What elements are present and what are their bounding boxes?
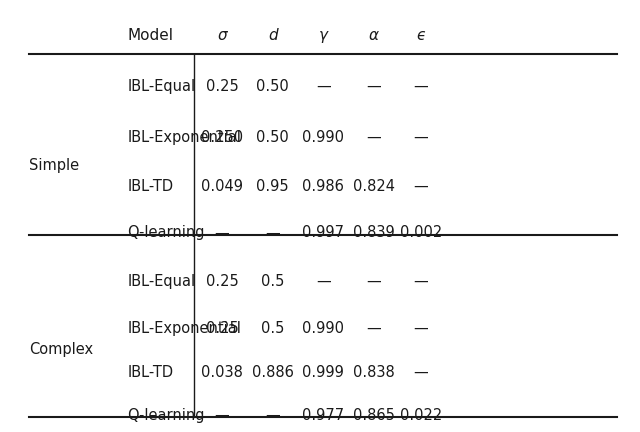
Text: Simple: Simple <box>29 158 79 173</box>
Text: —: — <box>366 130 381 145</box>
Text: d: d <box>268 29 277 44</box>
Text: —: — <box>413 365 428 380</box>
Text: —: — <box>413 179 428 194</box>
Text: 0.990: 0.990 <box>302 130 344 145</box>
Text: 0.95: 0.95 <box>256 179 289 194</box>
Text: 0.25: 0.25 <box>205 321 239 336</box>
Text: Q-learning: Q-learning <box>127 226 205 241</box>
Text: Q-learning: Q-learning <box>127 408 205 422</box>
Text: 0.986: 0.986 <box>302 179 344 194</box>
Text: 0.839: 0.839 <box>353 226 395 241</box>
Text: —: — <box>316 274 330 289</box>
Text: α: α <box>369 29 379 44</box>
Text: γ: γ <box>319 29 328 44</box>
Text: —: — <box>366 79 381 94</box>
Text: 0.999: 0.999 <box>302 365 344 380</box>
Text: 0.977: 0.977 <box>302 408 344 422</box>
Text: 0.865: 0.865 <box>353 408 395 422</box>
Text: IBL-TD: IBL-TD <box>127 365 173 380</box>
Text: 0.990: 0.990 <box>302 321 344 336</box>
Text: —: — <box>265 226 280 241</box>
Text: —: — <box>214 408 230 422</box>
Text: 0.838: 0.838 <box>353 365 395 380</box>
Text: 0.022: 0.022 <box>400 408 442 422</box>
Text: 0.50: 0.50 <box>256 79 289 94</box>
Text: 0.5: 0.5 <box>261 321 284 336</box>
Text: 0.824: 0.824 <box>353 179 395 194</box>
Text: —: — <box>366 274 381 289</box>
Text: —: — <box>413 130 428 145</box>
Text: 0.049: 0.049 <box>201 179 243 194</box>
Text: 0.50: 0.50 <box>256 130 289 145</box>
Text: ϵ: ϵ <box>417 29 426 44</box>
Text: IBL-Equal: IBL-Equal <box>127 79 195 94</box>
Text: IBL-Exponential: IBL-Exponential <box>127 321 241 336</box>
Text: —: — <box>214 226 230 241</box>
Text: 0.038: 0.038 <box>201 365 243 380</box>
Text: IBL-TD: IBL-TD <box>127 179 173 194</box>
Text: IBL-Exponential: IBL-Exponential <box>127 130 241 145</box>
Text: 0.5: 0.5 <box>261 274 284 289</box>
Text: —: — <box>366 321 381 336</box>
Text: 0.250: 0.250 <box>201 130 243 145</box>
Text: Model: Model <box>127 29 173 44</box>
Text: —: — <box>413 321 428 336</box>
Text: 0.002: 0.002 <box>400 226 442 241</box>
Text: σ: σ <box>217 29 227 44</box>
Text: 0.997: 0.997 <box>302 226 344 241</box>
Text: —: — <box>265 408 280 422</box>
Text: 0.886: 0.886 <box>252 365 294 380</box>
Text: —: — <box>316 79 330 94</box>
Text: 0.25: 0.25 <box>205 274 239 289</box>
Text: —: — <box>413 79 428 94</box>
Text: —: — <box>413 274 428 289</box>
Text: 0.25: 0.25 <box>205 79 239 94</box>
Text: IBL-Equal: IBL-Equal <box>127 274 195 289</box>
Text: Complex: Complex <box>29 342 93 357</box>
